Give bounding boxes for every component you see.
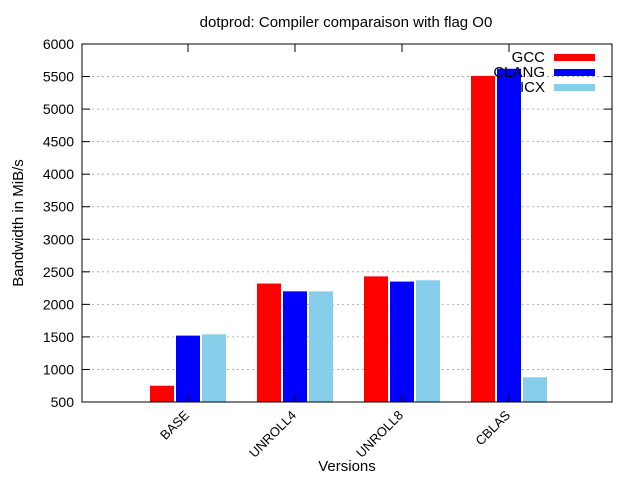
y-tick-label: 6000 [43, 36, 74, 52]
bar-icx-base [202, 334, 226, 402]
y-tick-label: 5500 [43, 69, 74, 85]
bar-gcc-base [150, 385, 174, 402]
legend-label-clang: CLANG [493, 64, 545, 81]
bars [150, 68, 547, 403]
bar-clang-unroll8 [390, 281, 414, 402]
grid-lines [82, 76, 612, 370]
legend-label-icx: ICX [520, 79, 545, 96]
legend-swatch-clang [554, 69, 595, 76]
y-tick-label: 2000 [43, 296, 74, 312]
y-tick-label: 4000 [43, 166, 74, 182]
y-tick-label: 2500 [43, 264, 74, 280]
x-tick-label: UNROLL4 [246, 408, 299, 461]
y-tick-label: 1500 [43, 329, 74, 345]
chart-title: dotprod: Compiler comparaison with flag … [200, 14, 493, 31]
bar-gcc-cblas [471, 75, 495, 403]
bar-clang-unroll4 [283, 291, 307, 402]
bar-icx-unroll8 [416, 280, 440, 402]
legend-label-gcc: GCC [512, 49, 546, 66]
bar-icx-unroll4 [309, 291, 333, 402]
legend-swatch-icx [554, 84, 595, 91]
x-tick-label: CBLAS [472, 407, 513, 448]
bar-gcc-unroll8 [364, 276, 388, 402]
x-tick-label: BASE [157, 407, 192, 442]
y-tick-label: 500 [51, 394, 75, 410]
y-tick-label: 1000 [43, 361, 74, 377]
plot-frame [81, 43, 613, 403]
y-tick-label: 4500 [43, 134, 74, 150]
x-tick-label: UNROLL8 [353, 408, 406, 461]
y-axis-ticks: 500 1000 1500 2000 2500 3000 3500 4000 4500 5000 5… [43, 36, 612, 410]
y-tick-label: 3500 [43, 199, 74, 215]
y-tick-label: 5000 [43, 101, 74, 117]
y-tick-label: 3000 [43, 231, 74, 247]
bar-clang-base [176, 335, 200, 402]
bar-gcc-unroll4 [257, 283, 281, 402]
bar-icx-cblas [523, 377, 547, 402]
y-axis-label: Bandwidth in MiB/s [10, 159, 27, 287]
bar-clang-cblas [497, 68, 521, 402]
x-axis-label: Versions [318, 458, 376, 475]
legend-swatch-gcc [554, 54, 595, 61]
